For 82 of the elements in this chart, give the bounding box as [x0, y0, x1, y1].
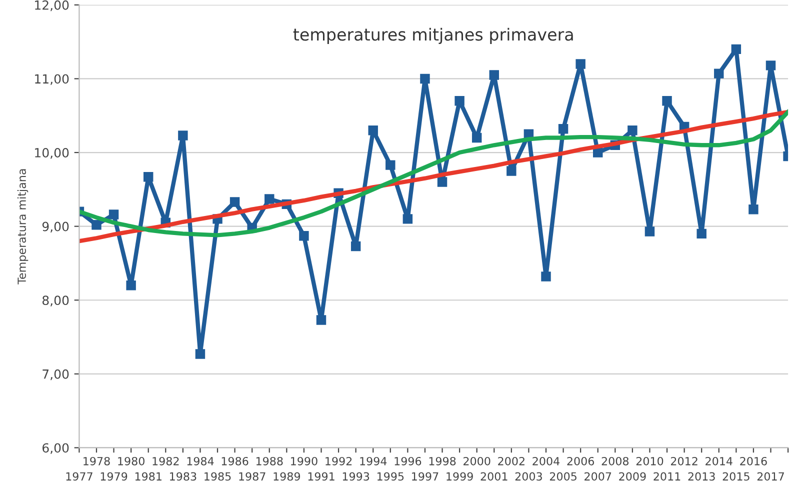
point — [420, 74, 430, 84]
x-tick-label: 2003 — [515, 472, 542, 481]
x-tick-label: 2013 — [688, 472, 715, 481]
y-tick-label: 11,00 — [35, 74, 69, 85]
point — [299, 231, 309, 241]
x-tick-label: 1997 — [412, 472, 438, 481]
x-tick-label: 1978 — [84, 456, 110, 466]
x-tick-label: 1982 — [152, 456, 179, 466]
point — [368, 126, 378, 136]
point — [489, 70, 499, 80]
point — [662, 96, 672, 106]
x-tick-label: 1991 — [308, 472, 334, 481]
point — [696, 228, 706, 239]
point — [506, 166, 516, 176]
x-tick-label: 1980 — [118, 456, 144, 466]
x-tick-label: 1983 — [170, 472, 196, 481]
x-tick-label: 1992 — [326, 456, 352, 466]
point — [195, 349, 206, 359]
text: temperatures mitjanes primavera — [293, 28, 573, 44]
x-tick-label: 1994 — [360, 456, 387, 466]
x-tick-label: 1995 — [377, 472, 404, 481]
x-tick-label: 2012 — [670, 456, 698, 466]
x-tick-label: 2001 — [480, 472, 508, 481]
point — [541, 272, 551, 282]
x-tick-label: 2017 — [757, 472, 784, 481]
point — [731, 44, 742, 54]
x-tick-label: 1984 — [187, 456, 214, 466]
point — [437, 177, 448, 187]
point — [748, 204, 758, 214]
point — [472, 132, 482, 143]
x-tick-label: 1981 — [135, 472, 162, 481]
point — [593, 148, 603, 158]
x-tick-label: 1979 — [100, 472, 128, 481]
point — [766, 60, 776, 70]
point — [143, 172, 154, 182]
point — [126, 280, 136, 290]
point — [264, 194, 274, 204]
x-tick-label: 2015 — [722, 472, 750, 481]
x-tick-label: 2008 — [602, 456, 629, 466]
x-tick-label: 1988 — [256, 456, 283, 466]
point — [108, 210, 119, 220]
y-tick-label: 6,00 — [42, 443, 69, 454]
x-tick-label: 1998 — [429, 456, 456, 466]
x-tick-label: 2011 — [654, 472, 680, 481]
y-tick-label: 12,00 — [35, 0, 69, 12]
x-tick-label: 2014 — [706, 456, 732, 466]
point — [402, 214, 413, 224]
x-tick-label: 2005 — [550, 472, 576, 481]
x-tick-label: 1996 — [394, 456, 422, 466]
x-tick-label: 2016 — [740, 456, 767, 466]
x-tick-label: 1990 — [291, 456, 318, 466]
point — [386, 160, 396, 170]
x-tick-label: 1977 — [66, 472, 92, 481]
y-axis-title: Temperatura mitjana — [17, 169, 28, 284]
y-tick-label: 7,00 — [42, 369, 69, 380]
point — [454, 96, 464, 106]
point — [350, 241, 361, 252]
x-tick-label: 1987 — [239, 472, 266, 481]
x-tick-label: 2000 — [464, 456, 490, 466]
point — [558, 124, 568, 134]
point — [576, 59, 586, 69]
y-tick-label: 10,00 — [35, 148, 69, 159]
y-tick-label: 9,00 — [42, 222, 69, 233]
point — [644, 226, 655, 236]
x-tick-label: 1999 — [446, 472, 473, 481]
point — [178, 130, 188, 140]
x-tick-label: 1986 — [222, 456, 248, 466]
x-tick-label: 1985 — [204, 472, 231, 481]
x-tick-label: 1989 — [274, 472, 300, 481]
x-tick-label: 2004 — [532, 456, 560, 466]
x-tick-label: 2007 — [584, 472, 612, 481]
x-tick-label: 2002 — [498, 456, 524, 466]
x-tick-label: 2006 — [567, 456, 594, 466]
point — [628, 126, 638, 136]
x-tick-label: 2010 — [636, 456, 664, 466]
point — [316, 315, 326, 325]
y-tick-label: 8,00 — [42, 296, 69, 306]
x-tick-label: 2009 — [619, 472, 646, 481]
point — [230, 197, 240, 207]
point — [92, 220, 102, 230]
x-tick-label: 1993 — [342, 472, 370, 481]
point — [714, 68, 724, 78]
